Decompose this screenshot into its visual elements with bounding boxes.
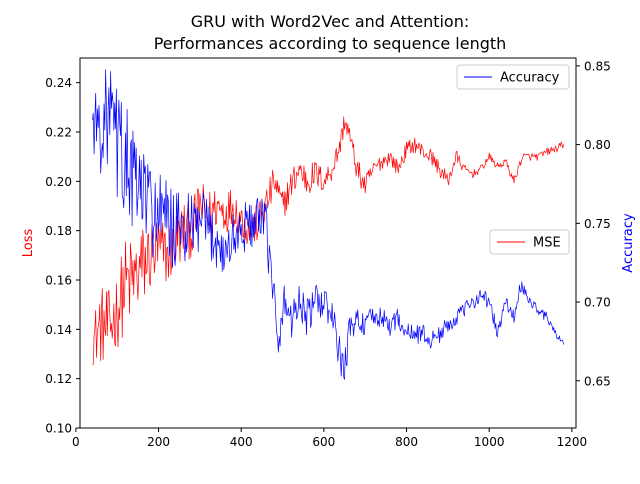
series-layer: [92, 69, 564, 380]
legend-mse-label: MSE: [533, 236, 561, 251]
y-axis-left: 0.10 0.12 0.14 0.16 0.18 0.20 0.22 0.24: [45, 76, 80, 436]
y-right-tick-label: 0.80: [584, 138, 611, 152]
y-right-tick-label: 0.65: [584, 374, 611, 388]
y-left-tick-label: 0.22: [45, 126, 72, 140]
y-right-tick-label: 0.70: [584, 296, 611, 310]
y-left-tick-label: 0.12: [45, 372, 72, 386]
series-line-mse: [92, 116, 564, 365]
chart-title-line2: Performances according to sequence lengt…: [154, 34, 507, 53]
y-left-tick-label: 0.10: [45, 422, 72, 436]
legend-accuracy: Accuracy: [456, 64, 570, 90]
x-tick-label: 1200: [557, 435, 588, 449]
legend-mse: MSE: [489, 229, 570, 255]
y-left-tick-label: 0.18: [45, 224, 72, 238]
legend-accuracy-label: Accuracy: [500, 71, 560, 86]
y-right-tick-label: 0.85: [584, 59, 611, 73]
chart-title-line1: GRU with Word2Vec and Attention:: [191, 12, 470, 31]
series-line-accuracy: [92, 69, 564, 380]
x-tick-label: 1000: [474, 435, 505, 449]
x-tick-label: 400: [230, 435, 253, 449]
y-axis-right: 0.65 0.70 0.75 0.80 0.85: [576, 59, 611, 388]
y-right-tick-label: 0.75: [584, 217, 611, 231]
legend-accuracy-box: [456, 64, 570, 90]
y-left-tick-label: 0.16: [45, 274, 72, 288]
x-tick-label: 600: [312, 435, 335, 449]
y-left-tick-label: 0.24: [45, 76, 72, 90]
x-tick-label: 800: [395, 435, 418, 449]
y-left-tick-label: 0.14: [45, 323, 72, 337]
x-tick-label: 0: [72, 435, 80, 449]
legend-mse-box: [489, 229, 570, 255]
y-axis-right-label: Accuracy: [621, 213, 636, 273]
y-left-tick-label: 0.20: [45, 175, 72, 189]
x-tick-label: 200: [147, 435, 170, 449]
y-axis-left-label: Loss: [21, 229, 36, 258]
plot-frame: [79, 57, 577, 429]
x-axis: 0 200 400 600 800 1000 1200: [72, 428, 587, 449]
